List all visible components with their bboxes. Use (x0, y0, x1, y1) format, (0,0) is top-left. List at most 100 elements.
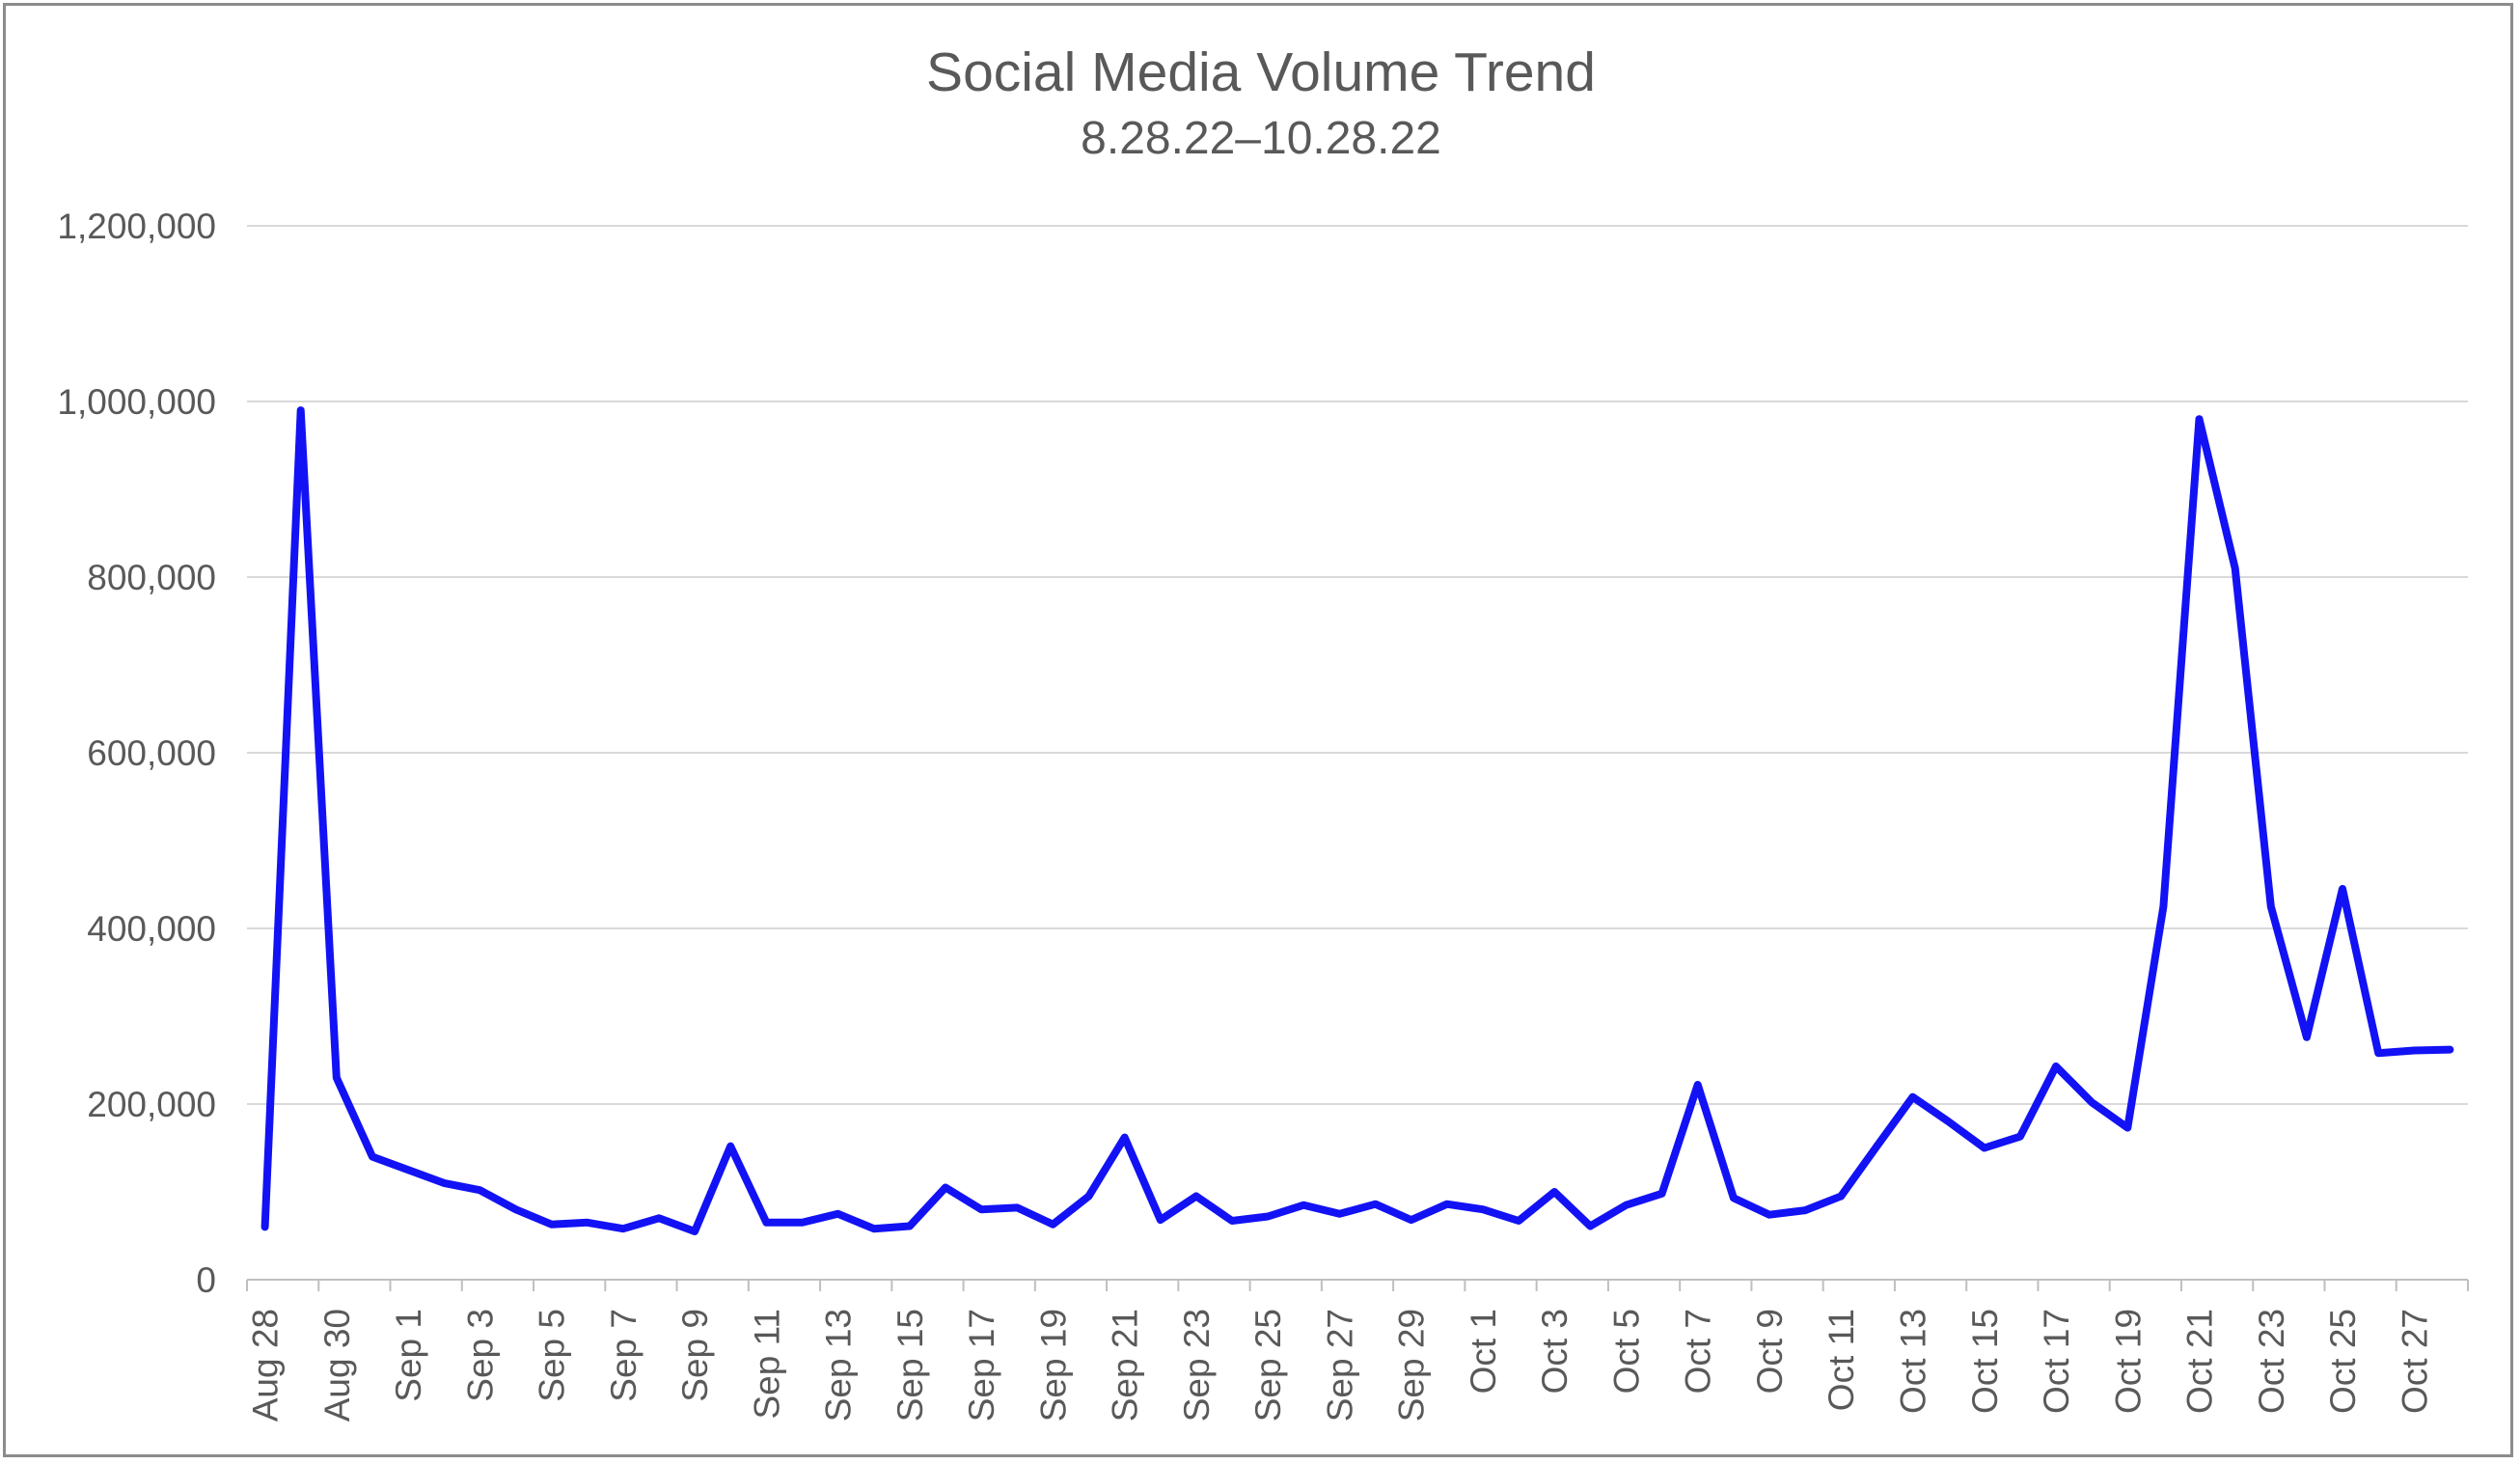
data-point (907, 1223, 913, 1229)
x-tick-label: Oct 1 (1464, 1309, 1503, 1394)
data-point (1802, 1207, 1808, 1213)
x-tick-label: Sep 11 (747, 1309, 786, 1420)
data-point (943, 1184, 948, 1190)
data-point (800, 1220, 806, 1226)
data-point (1229, 1218, 1235, 1224)
x-tick-label: Sep 29 (1392, 1309, 1432, 1422)
data-point (2304, 1035, 2310, 1040)
data-point (1158, 1217, 1164, 1223)
x-tick-label: Sep 19 (1033, 1309, 1073, 1422)
data-point (2447, 1047, 2452, 1053)
x-tick-label: Oct 27 (2395, 1309, 2434, 1414)
x-tick-label: Sep 21 (1106, 1309, 1145, 1422)
line-chart: 0 200,000 400,000 600,000 800,000 1,000,000 1,… (57, 207, 2469, 1422)
data-point (1193, 1194, 1199, 1200)
data-point (1695, 1082, 1701, 1088)
x-tick-label: Oct 25 (2323, 1309, 2363, 1414)
data-point (2160, 903, 2166, 909)
data-point (1265, 1213, 1271, 1219)
data-point (370, 1154, 375, 1160)
chart-frame: Social Media Volume Trend 8.28.22–10.28.… (3, 3, 2513, 1457)
x-tick-label: Sep 27 (1320, 1309, 1359, 1422)
x-tick-label: Sep 17 (962, 1309, 1001, 1422)
data-point (2197, 416, 2203, 422)
data-point (1767, 1212, 1772, 1218)
x-tick-label: Sep 1 (389, 1309, 428, 1402)
data-point (1587, 1223, 1593, 1229)
data-point (1086, 1194, 1092, 1200)
y-tick-label: 400,000 (87, 909, 216, 949)
data-point (620, 1226, 626, 1231)
x-tick-label: Oct 19 (2108, 1309, 2148, 1414)
data-point (298, 407, 304, 413)
data-point (871, 1226, 877, 1231)
data-point (2340, 886, 2345, 892)
data-point (334, 1075, 340, 1081)
chart-title: Social Media Volume Trend (926, 41, 1596, 103)
data-point (763, 1220, 769, 1226)
data-point (1444, 1202, 1450, 1207)
data-point (1623, 1202, 1629, 1208)
data-point (2375, 1050, 2381, 1056)
data-point (2268, 903, 2274, 909)
data-point (978, 1206, 984, 1212)
data-point (477, 1187, 482, 1193)
gridlines (247, 225, 2468, 1105)
x-tick-label: Sep 7 (604, 1309, 644, 1402)
data-point (1551, 1189, 1557, 1195)
x-tick-label: Oct 15 (1965, 1309, 2005, 1414)
data-point (1910, 1094, 1916, 1100)
data-point (1516, 1218, 1521, 1224)
y-tick-label: 600,000 (87, 733, 216, 773)
data-point (2411, 1047, 2417, 1053)
x-tick-label: Oct 5 (1606, 1309, 1646, 1394)
data-point (1336, 1211, 1342, 1217)
data-point (2017, 1134, 2023, 1140)
x-tick-label: Oct 23 (2252, 1309, 2291, 1414)
x-tick-label: Oct 21 (2180, 1309, 2220, 1414)
x-tick-label: Oct 13 (1894, 1309, 1933, 1414)
data-point (262, 1224, 268, 1229)
x-tick-label: Oct 3 (1535, 1309, 1575, 1394)
x-tick-label: Aug 28 (246, 1309, 286, 1422)
data-point (835, 1211, 841, 1217)
data-point (1301, 1202, 1306, 1208)
data-point (692, 1229, 698, 1234)
y-tick-label: 200,000 (87, 1085, 216, 1124)
y-tick-label: 800,000 (87, 558, 216, 597)
y-tick-label: 1,200,000 (57, 207, 216, 246)
data-point (585, 1220, 590, 1226)
data-point (1946, 1119, 1952, 1124)
data-point (656, 1215, 662, 1221)
data-point (549, 1222, 555, 1228)
data-point (2124, 1125, 2130, 1131)
x-tick-label: Sep 5 (533, 1309, 572, 1402)
data-point (2053, 1063, 2059, 1069)
data-point (1122, 1135, 1128, 1141)
data-point (2089, 1099, 2095, 1105)
data-point (405, 1167, 411, 1173)
chart-subtitle: 8.28.22–10.28.22 (1081, 113, 1441, 164)
data-point (1874, 1144, 1879, 1149)
data-point (1659, 1191, 1665, 1197)
x-tick-label: Aug 30 (317, 1309, 357, 1422)
y-axis: 0 200,000 400,000 600,000 800,000 1,000,000 1,… (57, 207, 216, 1300)
data-point (2232, 566, 2238, 571)
x-tick-label: Oct 7 (1679, 1309, 1718, 1394)
x-tick-label: Sep 9 (675, 1309, 715, 1402)
data-point (1731, 1195, 1737, 1201)
data-point (1480, 1206, 1486, 1212)
data-point (1050, 1222, 1055, 1228)
x-tick-label: Oct 11 (1822, 1309, 1861, 1411)
data-point (1014, 1204, 1020, 1210)
y-tick-label: 0 (196, 1260, 216, 1300)
x-tick-label: Sep 23 (1177, 1309, 1217, 1422)
data-point (1409, 1217, 1414, 1223)
x-tick-label: Sep 15 (890, 1309, 930, 1422)
data-point (441, 1180, 447, 1186)
data-point (1373, 1202, 1379, 1207)
series-line (260, 406, 2454, 1235)
data-point (1982, 1146, 1987, 1151)
x-tick-label: Sep 25 (1248, 1309, 1288, 1422)
x-tick-label: Sep 13 (819, 1309, 859, 1422)
